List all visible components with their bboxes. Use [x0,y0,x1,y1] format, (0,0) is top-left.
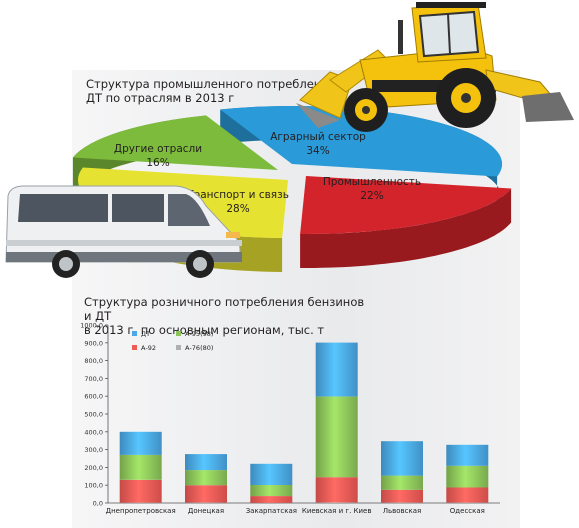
pie-slice [72,115,279,170]
bar-segment [185,470,227,486]
bar-segment [185,454,227,471]
bar-segment [119,454,162,480]
bar-segment [446,487,489,503]
bar-segment [250,485,293,496]
x-tick-label: Донецкая [188,507,224,515]
x-tick-label: Днепропетровская [106,507,176,515]
y-tick-label: 900,0 [84,339,103,347]
bar-segment [315,342,358,397]
y-tick-label: 100,0 [84,482,103,490]
pie-chart-title: Структура промышленного потребления ДТ п… [86,77,336,105]
legend-swatch [176,331,181,336]
bulldozer-icon [296,2,574,132]
pie-slice-name-label: Другие отрасли [114,143,202,155]
minibus-icon [5,185,242,278]
pie-slice-name-label: Транспорт и связь [186,189,289,201]
y-tick-label: 1000,0 [80,322,103,330]
pie-slice-value-label: 16% [146,157,169,169]
bar-chart-title: Структура розничного потребления бензино… [84,295,365,337]
legend-label: ДТ [141,330,150,338]
bar-segment [119,431,162,455]
bar-segment [185,485,227,503]
legend-label: А-92 [141,344,156,352]
legend-swatch [176,345,181,350]
bar-segment [250,496,293,503]
pie-slice-name-label: Аграрный сектор [270,131,366,143]
pie-slice-name-label: Промышленность [323,176,421,188]
bar-segment [381,475,423,490]
y-tick-label: 600,0 [84,393,103,401]
legend-label: А-76(80) [185,344,213,352]
bar-segment [315,396,358,478]
pie-slice-value-label: 34% [306,145,329,157]
bar-segment [446,465,489,488]
bar-segment [381,489,423,503]
y-tick-label: 500,0 [84,411,103,419]
legend-swatch [132,331,137,336]
y-tick-label: 400,0 [84,428,103,436]
y-tick-label: 0,0 [93,500,103,508]
bar-segment [250,463,293,485]
x-tick-label: Львовская [383,507,422,515]
bar-segment [315,502,358,503]
bar-segment [446,444,489,466]
pie-slice [300,176,512,235]
y-tick-label: 800,0 [84,357,103,365]
legend-swatch [132,345,137,350]
y-tick-label: 700,0 [84,375,103,383]
pie-slice [220,106,503,177]
pie-slice-side [300,188,512,268]
y-tick-label: 200,0 [84,464,103,472]
pie-chart: Аграрный сектор 34% Промышленность 22% Транс… [72,106,512,272]
bar-segment [119,479,162,503]
pie-slice-value-label: 22% [360,190,383,202]
bar-segment [315,477,358,503]
bar-segment [381,441,423,476]
bar-chart: 0,0 100,0 200,0 300,0 400,0 500,0 600,0 700,0 80… [80,322,500,515]
legend-label: А-95(98) [185,330,213,338]
pie-slice-value-label: 28% [226,203,249,215]
x-tick-label: Киевская и г. Киев [302,507,372,515]
x-tick-label: Закарпатская [246,507,297,515]
x-tick-label: Одесская [450,507,485,515]
y-tick-label: 300,0 [84,446,103,454]
